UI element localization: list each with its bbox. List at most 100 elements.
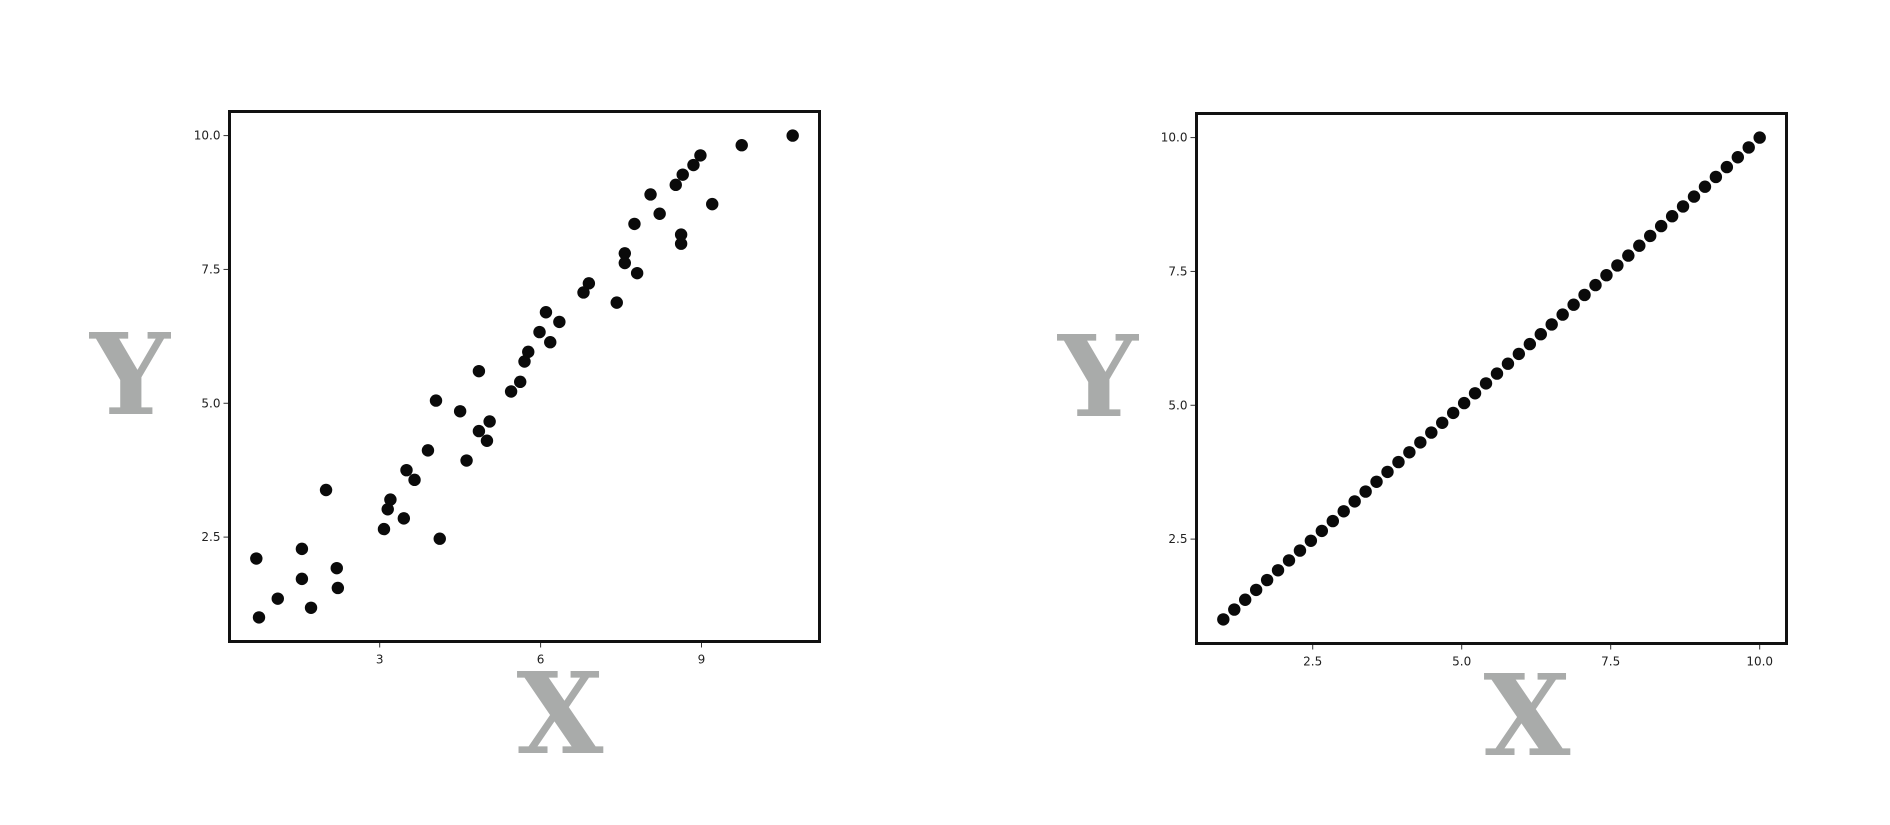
data-point-right-25	[1490, 367, 1504, 380]
data-point-left-31	[553, 315, 566, 329]
data-point-right-12	[1348, 495, 1361, 508]
data-point-right-11	[1337, 505, 1350, 518]
data-point-left-48	[735, 139, 748, 152]
data-point-left-24	[504, 385, 518, 398]
data-point-left-22	[480, 434, 494, 447]
data-point-right-22	[1457, 396, 1471, 410]
ticks-right: 2.5 5.0 7.5 10.0 2.5 5.0 7.5 10.0	[1161, 131, 1773, 669]
y-tick-label-left: 5.0	[201, 396, 220, 410]
x-tick-label-right: 10.0	[1746, 655, 1773, 669]
data-point-right-17	[1403, 446, 1416, 459]
data-point-left-28	[533, 325, 546, 339]
data-point-left-11	[384, 493, 397, 506]
data-point-left-30	[544, 336, 557, 349]
data-point-left-8	[331, 581, 345, 595]
data-point-left-25	[514, 375, 527, 389]
data-point-left-15	[421, 444, 435, 457]
data-point-right-5	[1271, 564, 1285, 577]
data-point-left-16	[429, 394, 443, 407]
data-point-right-43	[1687, 190, 1701, 203]
ticks-left: 3 6 9 2.5 5.0 7.5 10.0	[194, 129, 706, 667]
data-point-left-19	[460, 454, 473, 467]
scatter-chart-left: 3 6 9 2.5 5.0 7.5 10.0 X Y	[89, 110, 821, 780]
scatter-chart-right: 2.5 5.0 7.5 10.0 2.5 5.0 7.5 10.0 X Y	[1057, 112, 1788, 782]
data-point-left-32	[577, 286, 590, 299]
data-point-left-37	[628, 217, 641, 231]
data-point-right-47	[1731, 151, 1745, 164]
data-point-left-5	[304, 601, 318, 614]
data-point-right-44	[1698, 180, 1712, 193]
data-point-left-17	[433, 532, 446, 545]
data-point-left-0	[250, 552, 263, 565]
data-point-left-42	[674, 228, 688, 241]
data-point-right-1	[1228, 603, 1241, 616]
plot-panel-right	[1195, 112, 1788, 645]
data-point-left-6	[319, 483, 333, 497]
data-point-right-36	[1611, 259, 1624, 272]
data-point-right-13	[1359, 485, 1372, 498]
data-point-right-18	[1414, 436, 1427, 449]
data-point-left-23	[483, 415, 496, 428]
x-tick-label-right: 2.5	[1303, 655, 1322, 669]
data-point-right-49	[1753, 131, 1766, 144]
data-point-right-42	[1676, 200, 1690, 213]
data-point-right-28	[1523, 337, 1537, 351]
data-point-right-20	[1436, 416, 1449, 429]
data-point-right-15	[1381, 465, 1394, 479]
x-tick-label-left: 3	[376, 653, 384, 667]
data-point-right-41	[1665, 210, 1679, 223]
y-axis-title-left: Y	[89, 310, 171, 441]
y-tick-label-right: 10.0	[1161, 131, 1188, 145]
data-point-left-40	[653, 207, 666, 220]
data-point-left-49	[786, 129, 799, 142]
y-tick-label-right: 5.0	[1168, 398, 1187, 412]
data-point-right-9	[1315, 524, 1329, 538]
data-point-left-4	[295, 542, 309, 556]
data-point-left-7	[330, 561, 343, 575]
data-point-left-38	[630, 266, 644, 280]
data-point-right-14	[1370, 475, 1383, 488]
x-tick-label-left: 6	[537, 653, 545, 667]
data-point-right-6	[1282, 554, 1296, 567]
data-point-left-39	[644, 188, 657, 201]
y-tick-label-right: 7.5	[1168, 264, 1187, 278]
data-point-right-23	[1468, 387, 1482, 400]
data-point-right-37	[1622, 249, 1635, 262]
data-point-left-34	[610, 296, 623, 309]
data-point-right-0	[1217, 613, 1230, 626]
data-point-left-46	[694, 149, 707, 162]
data-point-right-31	[1556, 308, 1569, 321]
data-point-right-21	[1446, 406, 1460, 420]
data-point-left-10	[381, 503, 394, 516]
data-point-left-44	[676, 168, 689, 181]
data-point-left-43	[674, 237, 688, 250]
data-point-right-40	[1654, 219, 1668, 233]
x-tick-label-right: 7.5	[1601, 655, 1620, 669]
data-point-right-4	[1260, 573, 1274, 587]
data-point-left-9	[377, 522, 391, 536]
points-left	[250, 129, 799, 624]
y-tick-label-left: 2.5	[201, 530, 220, 544]
data-point-left-29	[539, 306, 553, 319]
data-point-right-46	[1720, 160, 1734, 174]
data-point-right-16	[1392, 455, 1405, 469]
data-point-right-38	[1633, 239, 1646, 252]
data-point-left-27	[522, 345, 535, 359]
data-point-left-1	[252, 611, 266, 624]
data-point-left-12	[397, 512, 411, 525]
data-point-left-41	[669, 178, 682, 192]
data-point-right-34	[1589, 278, 1602, 292]
data-point-right-3	[1249, 583, 1263, 597]
data-point-left-45	[687, 158, 700, 172]
data-point-left-26	[518, 355, 531, 368]
data-point-right-19	[1425, 426, 1438, 439]
data-point-right-30	[1545, 318, 1558, 331]
data-point-right-29	[1534, 328, 1547, 341]
data-point-right-26	[1501, 357, 1515, 370]
points-right	[1217, 131, 1766, 626]
y-axis-title-right: Y	[1057, 312, 1139, 443]
x-tick-label-right: 5.0	[1452, 655, 1471, 669]
plot-panel-left	[228, 110, 821, 643]
y-tick-label-left: 7.5	[201, 262, 220, 276]
